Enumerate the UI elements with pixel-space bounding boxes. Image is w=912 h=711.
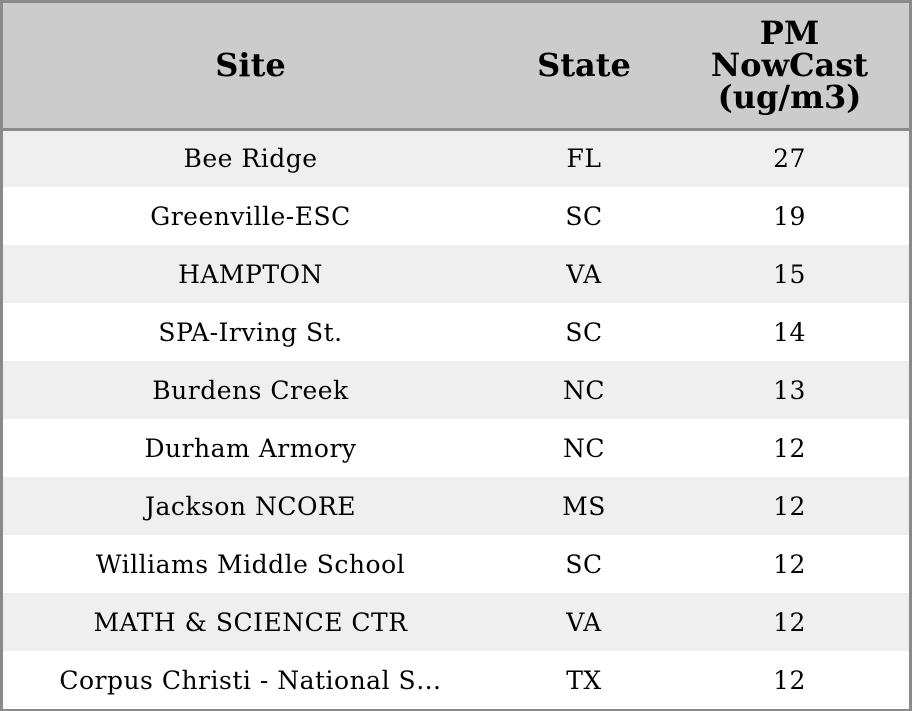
column-header-state-label: State — [537, 46, 631, 85]
table-row: Williams Middle School SC 12 — [3, 535, 909, 593]
column-header-site-label: Site — [215, 46, 286, 85]
table-header-row: Site State PM NowCast (ug/m3) — [3, 3, 909, 131]
site-cell: Bee Ridge — [183, 144, 318, 174]
column-header-pm-line-2: NowCast — [710, 46, 869, 85]
state-cell: VA — [566, 259, 602, 289]
pm-cell: 19 — [773, 201, 806, 231]
state-cell: NC — [562, 433, 605, 463]
pm-cell: 15 — [773, 259, 806, 289]
table-row: Greenville-ESC SC 19 — [3, 187, 909, 245]
site-cell: Burdens Creek — [152, 375, 349, 405]
column-header-pm-line-1: PM — [759, 14, 820, 53]
site-cell: Corpus Christi - National S… — [59, 665, 442, 695]
site-cell: HAMPTON — [178, 259, 323, 289]
pm-cell: 12 — [773, 433, 806, 463]
state-cell: SC — [565, 201, 603, 231]
pm-cell: 12 — [773, 607, 806, 637]
state-cell: MS — [562, 491, 606, 521]
table-row: SPA-Irving St. SC 14 — [3, 303, 909, 361]
table-row: HAMPTON VA 15 — [3, 245, 909, 303]
state-cell: FL — [566, 144, 602, 174]
site-cell: SPA-Irving St. — [158, 317, 343, 347]
pm-cell: 14 — [773, 317, 806, 347]
state-cell: TX — [566, 665, 602, 695]
column-header-pm: PM NowCast (ug/m3) — [670, 3, 909, 131]
site-cell: Jackson NCORE — [144, 491, 357, 521]
site-cell: Durham Armory — [144, 433, 357, 463]
column-header-site: Site — [3, 3, 498, 131]
pm-nowcast-table: Site State PM NowCast (ug/m3) Bee Ridge … — [3, 3, 909, 709]
state-cell: VA — [566, 607, 602, 637]
pm-cell: 13 — [773, 375, 806, 405]
table-row: MATH & SCIENCE CTR VA 12 — [3, 593, 909, 651]
table-row: Jackson NCORE MS 12 — [3, 477, 909, 535]
state-cell: SC — [565, 317, 603, 347]
pm-cell: 27 — [773, 144, 806, 174]
state-cell: NC — [562, 375, 605, 405]
table-row: Durham Armory NC 12 — [3, 419, 909, 477]
table-row: Corpus Christi - National S… TX 12 — [3, 651, 909, 709]
state-cell: SC — [565, 549, 603, 579]
site-cell: Greenville-ESC — [150, 201, 351, 231]
site-cell: MATH & SCIENCE CTR — [93, 607, 408, 637]
pm-cell: 12 — [773, 549, 806, 579]
pm-cell: 12 — [773, 665, 806, 695]
table-row: Burdens Creek NC 13 — [3, 361, 909, 419]
table-row: Bee Ridge FL 27 — [3, 129, 909, 187]
site-cell: Williams Middle School — [95, 549, 406, 579]
column-header-state: State — [498, 3, 670, 131]
column-header-pm-line-3: (ug/m3) — [717, 78, 862, 117]
pm-cell: 12 — [773, 491, 806, 521]
